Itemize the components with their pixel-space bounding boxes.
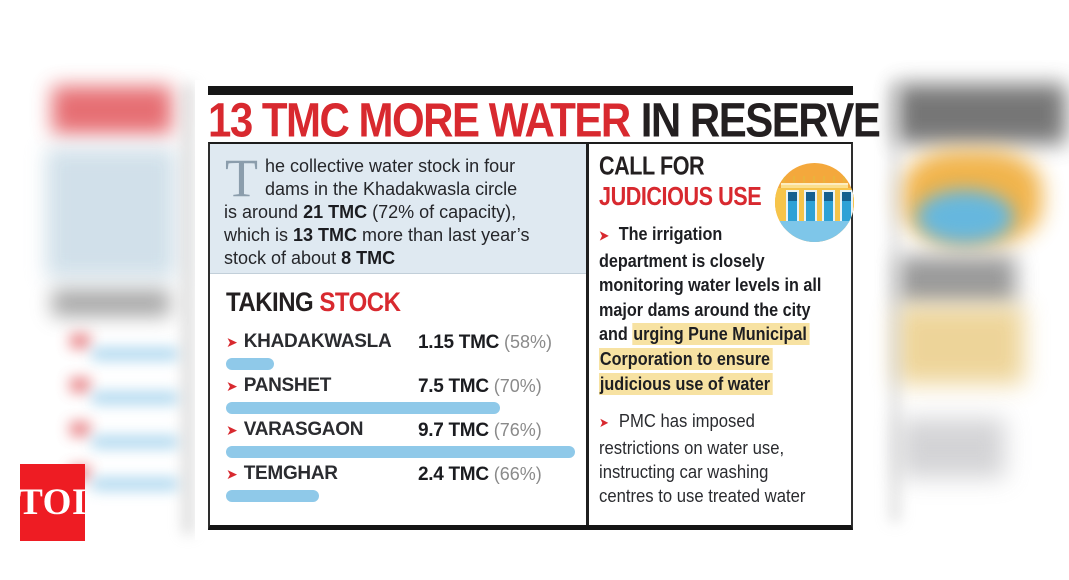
bullet-irrigation-text: The irrigation department is closely mon… [599, 224, 822, 345]
dropcap: T [225, 148, 258, 208]
bg-blur-bar [92, 436, 178, 448]
stock-bar [226, 358, 274, 370]
bg-blur-heading-left [52, 290, 170, 316]
bg-blur-water-right [916, 190, 1014, 244]
intro-bold-21tmc: 21 TMC [303, 202, 368, 222]
dam-percent: (70%) [493, 376, 542, 396]
headline-red-text: 13 TMC MORE WATER [208, 93, 631, 147]
dam-name: TEMGHAR [243, 463, 338, 484]
bg-blur-dot [70, 422, 90, 436]
bg-blur-highlight-right [896, 306, 1024, 384]
bg-blur-headline-left [52, 86, 172, 134]
intro-bold-8tmc: 8 TMC [341, 248, 396, 268]
bg-blur-headline-right [896, 84, 1066, 144]
arrow-icon: ➤ [226, 378, 238, 394]
call-for-red: JUDICIOUS USE [599, 182, 762, 212]
arrow-icon: ➤ [599, 415, 609, 431]
bg-blur-bar [92, 348, 178, 360]
arrow-icon: ➤ [599, 228, 609, 243]
dam-percent: (66%) [493, 464, 542, 484]
dam-value: 7.5 TMC [418, 376, 489, 397]
bg-blur-bar [92, 478, 178, 490]
stock-bar [226, 446, 575, 458]
dam-icon-crest [781, 183, 848, 190]
bullet-pmc-text: PMC has imposed restrictions on water us… [599, 410, 806, 507]
bg-blur-bar [92, 392, 178, 404]
right-column: CALL FOR JUDICIOUS USE ➤ The irrigation d… [599, 144, 853, 509]
toi-logo-text: TOI [18, 482, 87, 523]
arrow-icon: ➤ [226, 422, 238, 438]
dam-row-temghar: ➤ TEMGHAR 2.4 TMC (66%) [226, 462, 584, 502]
headline-top-rule [208, 86, 853, 95]
bg-blur-dot [70, 334, 90, 348]
dam-percent: (76%) [493, 420, 542, 440]
call-for-black: CALL FOR [599, 152, 705, 182]
dam-row-varasgaon: ➤ VARASGAON 9.7 TMC (76%) [226, 418, 584, 458]
stock-bar [226, 402, 500, 414]
dam-value: 2.4 TMC [418, 464, 489, 485]
intro-bold-13tmc: 13 TMC [293, 225, 358, 245]
dam-value: 1.15 TMC [418, 332, 500, 353]
taking-stock-red: STOCK [319, 288, 401, 318]
bg-card-edge-right [890, 82, 900, 522]
dam-icon-railing [783, 176, 846, 183]
bullet-pmc: ➤ PMC has imposed restrictions on water … [599, 409, 853, 509]
column-divider [586, 144, 589, 525]
bg-blur-text2-right [900, 418, 1005, 478]
call-for-heading: CALL FOR JUDICIOUS USE [599, 152, 853, 212]
intro-seg-b: (72% of capacity), which is [224, 202, 517, 245]
bg-blur-text-right [898, 256, 1016, 304]
bg-card-edge-left [183, 84, 193, 534]
headline: 13 TMC MORE WATER IN RESERVE [208, 93, 881, 148]
taking-stock-black: TAKING [226, 288, 314, 318]
bg-blur-dot [70, 378, 90, 392]
dam-icon-water [775, 221, 854, 242]
stock-bar [226, 490, 319, 502]
arrow-icon: ➤ [226, 334, 238, 350]
intro-seg-a: he collective water stock in four dams i… [224, 156, 518, 222]
dam-name: VARASGAON [243, 419, 364, 440]
bg-blur-panel-left [46, 148, 176, 278]
taking-stock-heading: TAKING STOCK [226, 288, 401, 319]
intro-seg-c: more than last year’s stock of about [224, 225, 530, 268]
bullet-irrigation: ➤ The irrigation department is closely m… [599, 222, 853, 396]
dam-icon [775, 163, 854, 242]
dam-name: PANSHET [243, 375, 332, 396]
dam-name: KHADAKWASLA [243, 331, 392, 352]
dam-stock-list: ➤ KHADAKWASLA 1.15 TMC (58%) ➤ PANSHET 7.5 … [226, 330, 584, 506]
dam-row-panshet: ➤ PANSHET 7.5 TMC (70%) [226, 374, 584, 414]
toi-logo: TOI [18, 464, 87, 541]
headline-black-text: IN RESERVE [640, 93, 881, 147]
dam-value: 9.7 TMC [418, 420, 489, 441]
arrow-icon: ➤ [226, 466, 238, 482]
dam-percent: (58%) [504, 332, 553, 352]
dam-row-khadakwasla: ➤ KHADAKWASLA 1.15 TMC (58%) [226, 330, 584, 370]
